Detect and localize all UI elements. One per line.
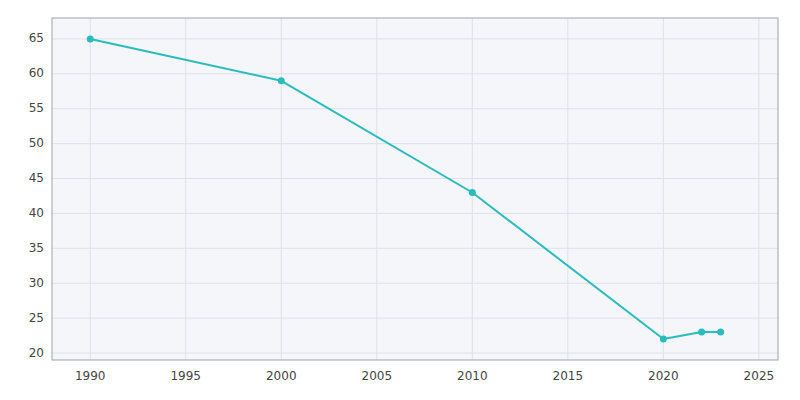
y-tick-label: 20 <box>29 346 44 360</box>
marker <box>660 336 667 343</box>
chart-svg: 2025303540455055606519901995200020052010… <box>0 0 800 400</box>
x-grid-line <box>281 18 282 360</box>
x-grid-line <box>185 18 186 360</box>
x-tick-label: 2005 <box>362 369 393 383</box>
marker <box>278 77 285 84</box>
x-tick-label: 1990 <box>75 369 106 383</box>
y-tick-label: 45 <box>29 171 44 185</box>
y-tick-label: 50 <box>29 136 44 150</box>
series <box>87 35 724 342</box>
x-tick-label: 2000 <box>266 369 297 383</box>
y-grid-line <box>52 38 778 39</box>
y-tick-label: 55 <box>29 101 44 115</box>
y-tick-label: 35 <box>29 241 44 255</box>
x-tick-label: 2010 <box>457 369 488 383</box>
y-tick-label: 30 <box>29 276 44 290</box>
plot-frame <box>52 18 778 360</box>
y-grid-line <box>52 213 778 214</box>
y-tick-label: 60 <box>29 66 44 80</box>
grid <box>52 18 778 360</box>
y-tick-label: 40 <box>29 206 44 220</box>
marker <box>469 189 476 196</box>
x-grid-line <box>90 18 91 360</box>
y-grid-line <box>52 283 778 284</box>
x-tick-label: 2025 <box>744 369 775 383</box>
marker <box>717 329 724 336</box>
y-grid-line <box>52 73 778 74</box>
y-grid-line <box>52 318 778 319</box>
x-grid-line <box>376 18 377 360</box>
x-grid-line <box>567 18 568 360</box>
y-grid-line <box>52 143 778 144</box>
y-grid-line <box>52 108 778 109</box>
y-tick-label: 65 <box>29 31 44 45</box>
y-grid-line <box>52 178 778 179</box>
x-grid-line <box>663 18 664 360</box>
line <box>90 39 720 339</box>
y-grid-line <box>52 353 778 354</box>
x-tick-label: 2015 <box>553 369 584 383</box>
marker <box>698 329 705 336</box>
x-tick-label: 2020 <box>648 369 679 383</box>
plot-area <box>52 18 778 360</box>
x-tick-label: 1995 <box>170 369 201 383</box>
chart-container: 2025303540455055606519901995200020052010… <box>0 0 800 400</box>
marker <box>87 35 94 42</box>
y-grid-line <box>52 248 778 249</box>
x-grid-line <box>758 18 759 360</box>
y-tick-label: 25 <box>29 311 44 325</box>
